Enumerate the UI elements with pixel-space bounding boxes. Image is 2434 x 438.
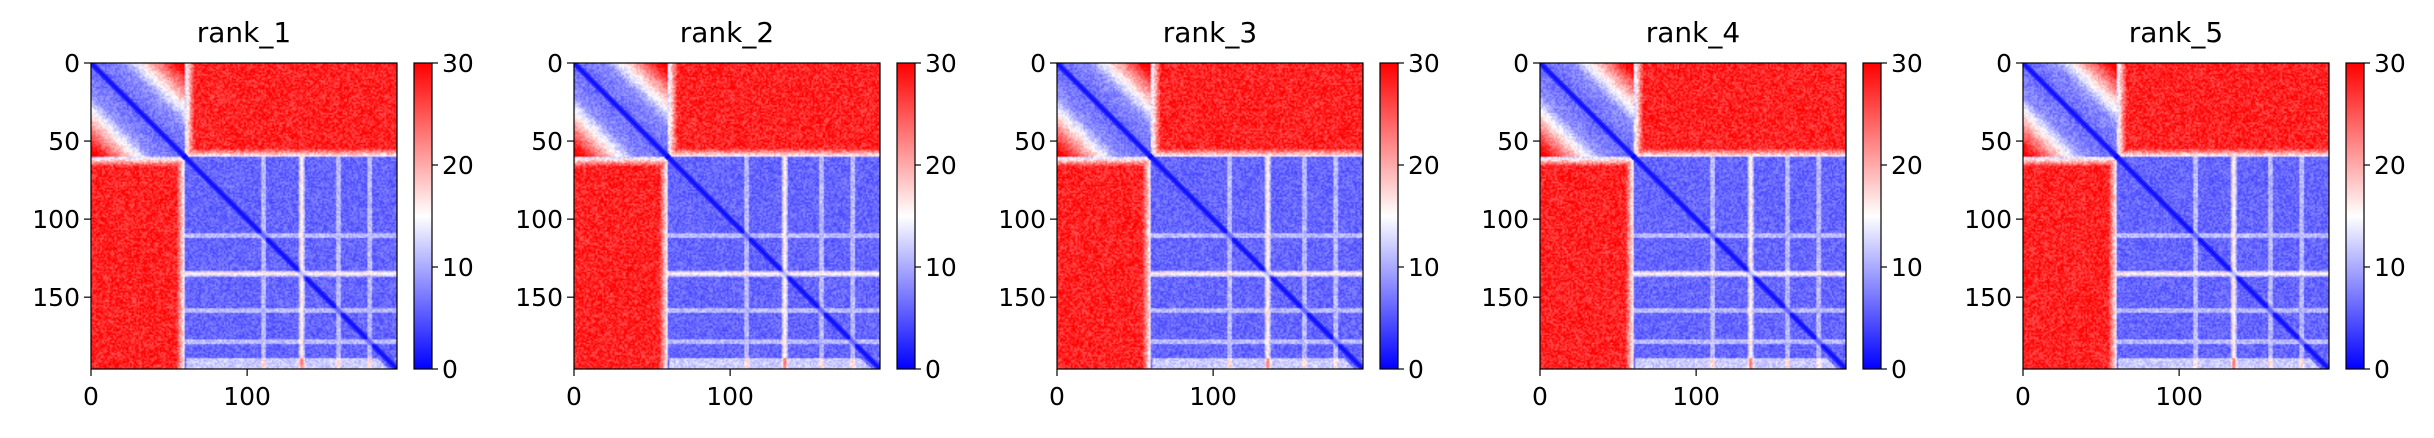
x-tick-label: 0: [83, 382, 99, 411]
y-tick-label: 50: [1497, 127, 1529, 156]
y-tick-label: 50: [48, 127, 80, 156]
colorbar-tick-label: 10: [442, 253, 474, 282]
colorbar: [2345, 62, 2365, 370]
colorbar-tick-label: 30: [442, 49, 474, 78]
y-tick-label: 150: [998, 283, 1046, 312]
heatmap-panel: rank_5 0 50 100 150 0 100 0 10 20 30: [1964, 16, 2406, 411]
colorbar-tick-label: 20: [2374, 151, 2406, 180]
colorbar-tick-label: 30: [1891, 49, 1923, 78]
colorbar-tick-label: 20: [1408, 151, 1440, 180]
panel-title: rank_3: [1163, 16, 1257, 49]
colorbar-tick-label: 0: [925, 355, 941, 384]
colorbar-tick-label: 0: [1408, 355, 1424, 384]
y-tick-label: 50: [1980, 127, 2012, 156]
axes-frame: [573, 62, 881, 370]
x-tick-label: 100: [223, 382, 271, 411]
y-tick-label: 100: [515, 205, 563, 234]
colorbar-tick-label: 10: [1891, 253, 1923, 282]
colorbar-tick-label: 30: [1408, 49, 1440, 78]
colorbar-tick-label: 10: [1408, 253, 1440, 282]
y-tick-label: 0: [1996, 49, 2012, 78]
x-tick-label: 0: [1532, 382, 1548, 411]
y-tick-label: 50: [1014, 127, 1046, 156]
y-tick-label: 150: [1481, 283, 1529, 312]
heatmap-image: [574, 63, 880, 369]
axes-frame: [90, 62, 398, 370]
heatmap-panel: rank_2 0 50 100 150 0 100 0 10 20 30: [515, 16, 957, 411]
y-tick-label: 100: [1964, 205, 2012, 234]
heatmap-panel: rank_3 0 50 100 150 0 100 0 10 20 30: [998, 16, 1440, 411]
heatmap-image: [1540, 63, 1846, 369]
heatmap-image: [1057, 63, 1363, 369]
colorbar-tick-label: 30: [2374, 49, 2406, 78]
y-tick-label: 0: [1030, 49, 1046, 78]
x-tick-label: 100: [2155, 382, 2203, 411]
axes-frame: [2022, 62, 2330, 370]
colorbar: [896, 62, 916, 370]
colorbar: [413, 62, 433, 370]
y-tick-label: 50: [531, 127, 563, 156]
panel-title: rank_2: [680, 16, 774, 49]
y-tick-label: 0: [547, 49, 563, 78]
colorbar: [1862, 62, 1882, 370]
colorbar-tick-label: 10: [2374, 253, 2406, 282]
y-tick-label: 100: [32, 205, 80, 234]
colorbar-tick-label: 0: [2374, 355, 2390, 384]
x-tick-label: 100: [1672, 382, 1720, 411]
heatmap-image: [2023, 63, 2329, 369]
x-tick-label: 100: [706, 382, 754, 411]
heatmap-panel: rank_4 0 50 100 150 0 100 0 10 20 30: [1481, 16, 1923, 411]
y-tick-label: 150: [1964, 283, 2012, 312]
y-tick-label: 100: [1481, 205, 1529, 234]
axes-frame: [1539, 62, 1847, 370]
heatmap-image: [91, 63, 397, 369]
colorbar-tick-label: 20: [1891, 151, 1923, 180]
colorbar-tick-label: 20: [925, 151, 957, 180]
panel-title: rank_5: [2129, 16, 2223, 49]
x-tick-label: 0: [566, 382, 582, 411]
x-tick-label: 0: [2015, 382, 2031, 411]
y-tick-label: 0: [64, 49, 80, 78]
y-tick-label: 0: [1513, 49, 1529, 78]
y-tick-label: 100: [998, 205, 1046, 234]
heatmap-panel: rank_1 0 50 100 150 0 100 0 10 20 30: [32, 16, 474, 411]
colorbar: [1379, 62, 1399, 370]
x-tick-label: 0: [1049, 382, 1065, 411]
colorbar-tick-label: 10: [925, 253, 957, 282]
x-tick-label: 100: [1189, 382, 1237, 411]
panel-title: rank_4: [1646, 16, 1740, 49]
colorbar-tick-label: 20: [442, 151, 474, 180]
colorbar-tick-label: 0: [442, 355, 458, 384]
y-tick-label: 150: [515, 283, 563, 312]
colorbar-tick-label: 30: [925, 49, 957, 78]
panel-title: rank_1: [197, 16, 291, 49]
axes-frame: [1056, 62, 1364, 370]
colorbar-tick-label: 0: [1891, 355, 1907, 384]
y-tick-label: 150: [32, 283, 80, 312]
